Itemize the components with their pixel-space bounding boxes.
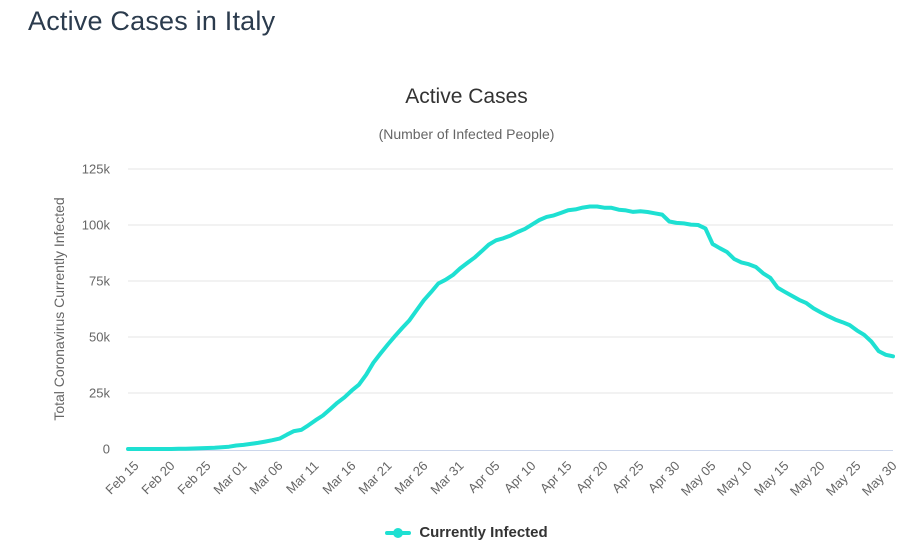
y-axis-tick-label: 0 xyxy=(102,441,110,457)
y-axis-tick-label: 75k xyxy=(89,273,110,289)
page-title: Active Cases in Italy xyxy=(28,6,276,36)
y-axis-tick-label: 125k xyxy=(81,161,110,177)
y-axis-tick-label: 50k xyxy=(89,329,110,345)
chart-subtitle: (Number of Infected People) xyxy=(378,126,555,142)
legend-label: Currently Infected xyxy=(419,524,548,541)
line-series-marker-icon xyxy=(385,527,412,538)
y-axis-tick-label: 100k xyxy=(81,217,110,233)
chart-title: Active Cases xyxy=(405,85,528,108)
legend-item-currently-infected[interactable]: Currently Infected xyxy=(30,524,903,541)
currently-infected-line xyxy=(126,204,895,451)
y-axis-tick-label: 25k xyxy=(89,385,110,401)
